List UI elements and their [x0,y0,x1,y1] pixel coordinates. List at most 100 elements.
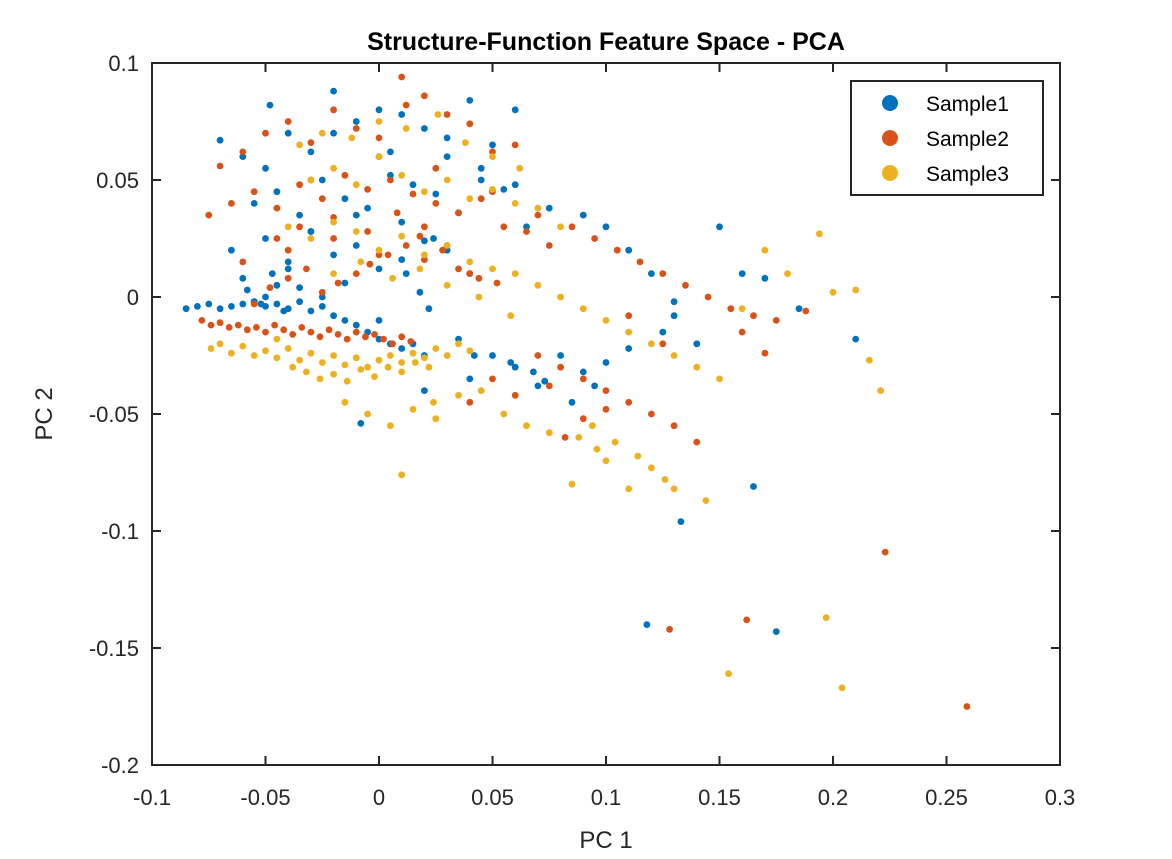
scatter-point [568,398,576,406]
scatter-point [343,335,351,343]
scatter-point [284,223,292,231]
scatter-point [296,298,303,306]
scatter-point [963,703,971,710]
scatter-point [296,223,303,231]
scatter-point [557,352,564,359]
scatter-point [375,134,383,142]
scatter-point [375,317,383,324]
scatter-point [398,218,406,226]
scatter-point [613,246,621,254]
scatter-point [443,111,451,118]
scatter-point [398,333,406,341]
scatter-point [352,354,360,362]
scatter-point [545,382,553,390]
scatter-point [273,354,281,362]
scatter-point [352,211,360,219]
scatter-point [466,258,474,266]
scatter-point [398,171,406,179]
scatter-point [523,223,530,231]
legend-label-sample3: Sample3 [926,163,1009,186]
scatter-point [761,349,769,357]
scatter-point [362,333,369,341]
scatter-point [670,422,678,430]
scatter-point [307,148,315,156]
scatter-point [625,345,633,352]
scatter-point [455,340,462,348]
scatter-point [364,204,371,212]
scatter-point [523,228,530,235]
scatter-point [409,349,417,357]
scatter-point [318,303,326,310]
scatter-point [557,293,564,301]
scatter-point [375,153,383,161]
scatter-point [284,258,292,266]
scatter-point [182,305,190,313]
scatter-point [852,335,860,343]
scatter-point [541,377,549,385]
scatter-point [284,265,292,273]
scatter-point [357,366,365,373]
scatter-point [425,305,433,313]
scatter-point [421,354,428,362]
scatter-point [416,288,424,296]
scatter-point [579,375,587,383]
scatter-point [693,363,701,371]
scatter-point [829,288,837,296]
scatter-point [284,274,292,282]
scatter-point [228,303,235,310]
scatter-point [434,111,442,118]
scatter-point [466,120,474,128]
scatter-point [704,293,712,301]
scatter-point [500,223,508,231]
scatter-point [343,377,351,385]
scatter-point [307,139,315,147]
scatter-point [602,223,610,231]
scatter-point [334,331,342,338]
scatter-point [432,200,440,207]
scatter-point [593,445,601,453]
scatter-point [477,176,485,184]
scatter-point [239,258,247,266]
scatter-point [330,352,337,359]
y-tick-label: -0.1 [101,519,139,544]
y-tick-label: 0.05 [96,168,139,193]
scatter-point [545,242,553,249]
scatter-point [352,328,360,336]
scatter-point [375,265,383,273]
scatter-point [402,125,410,132]
scatter-point [341,398,349,406]
scatter-point [455,335,462,343]
scatter-point [228,200,235,207]
scatter-point [511,270,519,277]
scatter-point [330,218,337,226]
scatter-point [296,356,303,364]
scatter-point [838,684,846,692]
scatter-point [280,307,288,315]
scatter-point [243,286,251,294]
scatter-point [772,317,780,324]
scatter-point [761,274,769,282]
scatter-point [716,223,723,231]
scatter-point [636,258,644,266]
scatter-point [387,352,394,359]
scatter-point [341,361,349,369]
y-tick-label: 0 [127,285,139,310]
scatter-point [389,274,396,282]
scatter-point [409,190,417,198]
scatter-point [357,258,365,266]
scatter-point [511,363,519,371]
scatter-point [602,317,610,324]
scatter-point [364,228,371,235]
scatter-point [795,305,803,313]
scatter-point [375,106,383,114]
scatter-point [881,548,889,556]
scatter-point [402,101,410,109]
scatter-point [443,176,451,184]
scatter-point [625,328,633,336]
scatter-point [852,286,860,294]
scatter-point [702,497,710,504]
scatter-point [330,129,337,137]
scatter-point [693,438,701,446]
scatter-point [602,359,610,366]
